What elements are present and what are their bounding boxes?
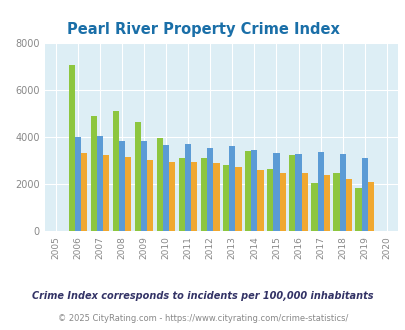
Bar [156,138,162,231]
Bar [68,65,75,231]
Bar [222,165,229,231]
Bar [367,182,373,231]
Bar [333,173,339,231]
Bar [323,175,329,231]
Bar [257,170,263,231]
Text: Crime Index corresponds to incidents per 100,000 inhabitants: Crime Index corresponds to incidents per… [32,291,373,301]
Bar [266,169,273,231]
Bar [235,167,241,231]
Bar [279,173,285,231]
Bar [213,163,219,231]
Bar [134,122,141,231]
Bar [301,173,307,231]
Bar [273,153,279,231]
Bar [103,154,109,231]
Bar [200,158,207,231]
Bar [112,111,119,231]
Bar [81,153,87,231]
Bar [185,144,191,231]
Bar [125,157,131,231]
Text: © 2025 CityRating.com - https://www.cityrating.com/crime-statistics/: © 2025 CityRating.com - https://www.city… [58,314,347,323]
Bar [75,137,81,231]
Bar [288,154,295,231]
Bar [251,150,257,231]
Bar [339,154,345,231]
Bar [96,136,103,231]
Bar [90,116,96,231]
Bar [179,158,185,231]
Bar [345,179,351,231]
Bar [229,147,235,231]
Bar [311,183,317,231]
Bar [169,162,175,231]
Bar [317,152,323,231]
Bar [191,162,197,231]
Bar [119,141,125,231]
Bar [147,160,153,231]
Bar [162,145,169,231]
Text: Pearl River Property Crime Index: Pearl River Property Crime Index [66,22,339,37]
Bar [207,148,213,231]
Bar [361,158,367,231]
Bar [141,141,147,231]
Bar [295,154,301,231]
Bar [355,187,361,231]
Bar [245,151,251,231]
